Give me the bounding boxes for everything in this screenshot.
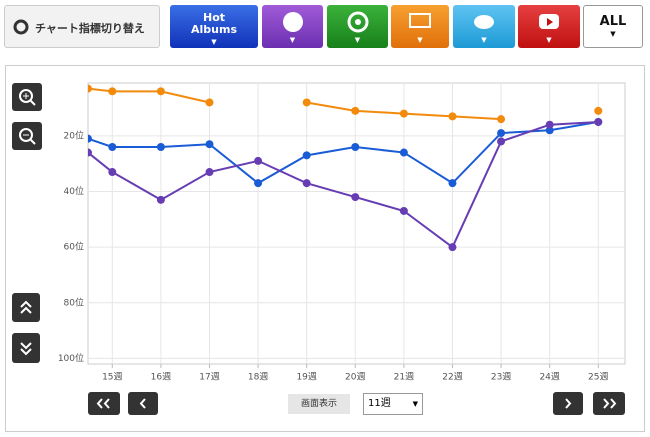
data-point: [302, 179, 311, 188]
x-tick-label: 24週: [539, 372, 559, 383]
select-value: 11週: [368, 398, 391, 409]
data-point: [448, 243, 457, 252]
data-point: [497, 129, 506, 138]
data-point: [108, 142, 117, 151]
data-point: [205, 98, 214, 107]
scroll-down-button[interactable]: [12, 333, 40, 363]
x-tick-label: 20週: [345, 372, 365, 383]
pc-tab[interactable]: ▼: [391, 5, 449, 48]
streaming-tab[interactable]: ▼: [327, 5, 388, 48]
data-point: [156, 87, 165, 96]
data-point: [108, 168, 117, 177]
y-tick-label: 80位: [64, 296, 84, 308]
x-tick-label: 18週: [248, 372, 268, 383]
tab-label: ALL: [599, 14, 627, 29]
y-tick-label: 100位: [58, 352, 84, 364]
data-point: [594, 106, 603, 115]
weeks-select[interactable]: 11週 ▼: [363, 393, 423, 415]
display-label: 画面表示: [288, 394, 350, 414]
data-point: [156, 195, 165, 204]
data-point: [351, 106, 360, 115]
tab-label: Albums: [191, 23, 237, 36]
x-tick-label: 16週: [151, 372, 171, 383]
data-point: [351, 142, 360, 151]
data-point: [254, 179, 263, 188]
data-point: [448, 179, 457, 188]
data-point: [302, 98, 311, 107]
data-point: [594, 117, 603, 126]
y-tick-label: 60位: [64, 241, 84, 253]
hot-albums-tab[interactable]: Hot Albums ▼: [170, 5, 258, 48]
y-tick-label: 20位: [64, 129, 84, 141]
data-point: [254, 156, 263, 165]
zoom-out-button[interactable]: [12, 122, 42, 150]
data-point: [351, 193, 360, 202]
series-line: [88, 120, 599, 249]
all-tab[interactable]: ALL ▼: [583, 5, 643, 48]
data-point: [156, 142, 165, 151]
x-tick-label: 15週: [102, 372, 122, 383]
data-point: [545, 120, 554, 129]
zoom-in-button[interactable]: [12, 83, 42, 111]
data-point: [88, 134, 92, 143]
data-point: [88, 84, 92, 93]
data-point: [497, 137, 506, 146]
x-tick-label: 23週: [491, 372, 511, 383]
x-tick-label: 22週: [442, 372, 462, 383]
y-tick-label: 40位: [64, 185, 84, 197]
switch-box: チャート指標切り替え: [4, 5, 160, 48]
plot-area: [87, 82, 626, 365]
series-line: [88, 120, 599, 185]
data-point: [205, 168, 214, 177]
x-tick-label: 21週: [394, 372, 414, 383]
tab-label: Hot: [202, 11, 226, 24]
data-point: [399, 109, 408, 118]
first-button[interactable]: [88, 392, 120, 415]
switch-label: チャート指標切り替え: [35, 22, 145, 35]
data-point: [205, 140, 214, 149]
download-tab[interactable]: ▼: [262, 5, 323, 48]
next-button[interactable]: [553, 392, 583, 415]
data-point: [302, 151, 311, 160]
x-tick-label: 17週: [199, 372, 219, 383]
data-point: [108, 87, 117, 96]
scroll-up-button[interactable]: [12, 293, 40, 322]
youtube-tab[interactable]: ▼: [518, 5, 580, 48]
twitter-tab[interactable]: ▼: [453, 5, 515, 48]
switch-icon: [13, 19, 29, 35]
data-point: [497, 115, 506, 124]
x-tick-label: 25週: [588, 372, 608, 383]
chart-frame: [5, 65, 645, 432]
data-point: [88, 148, 92, 157]
prev-button[interactable]: [128, 392, 158, 415]
last-button[interactable]: [593, 392, 625, 415]
data-point: [448, 112, 457, 121]
data-point: [399, 206, 408, 215]
x-tick-label: 19週: [296, 372, 316, 383]
data-point: [545, 126, 554, 135]
data-point: [399, 148, 408, 157]
